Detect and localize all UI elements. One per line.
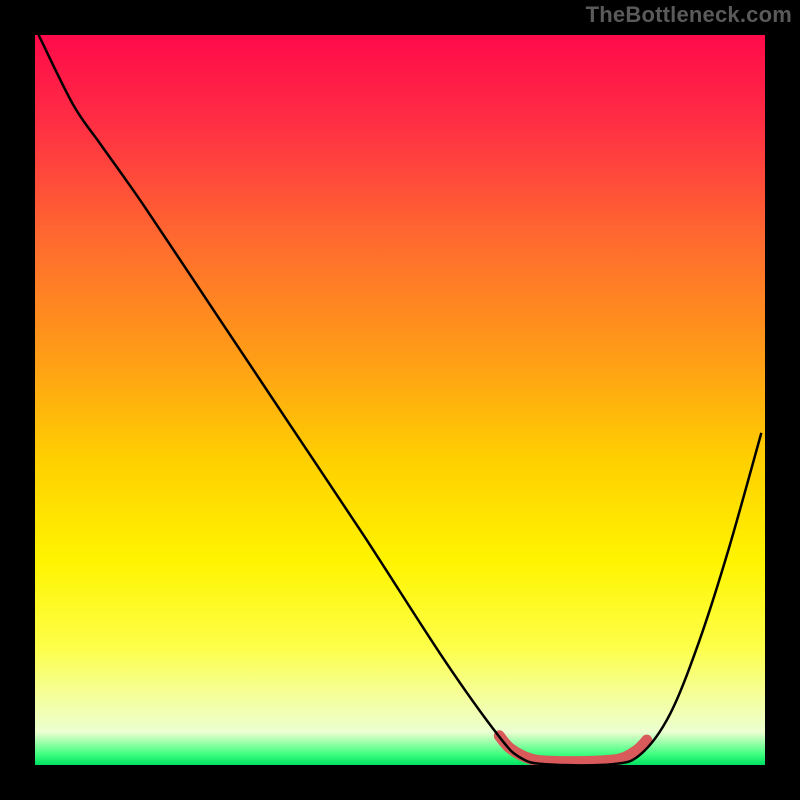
gradient-chart bbox=[35, 35, 765, 765]
gradient-rect bbox=[35, 35, 765, 765]
attribution-text: TheBottleneck.com bbox=[586, 2, 792, 28]
